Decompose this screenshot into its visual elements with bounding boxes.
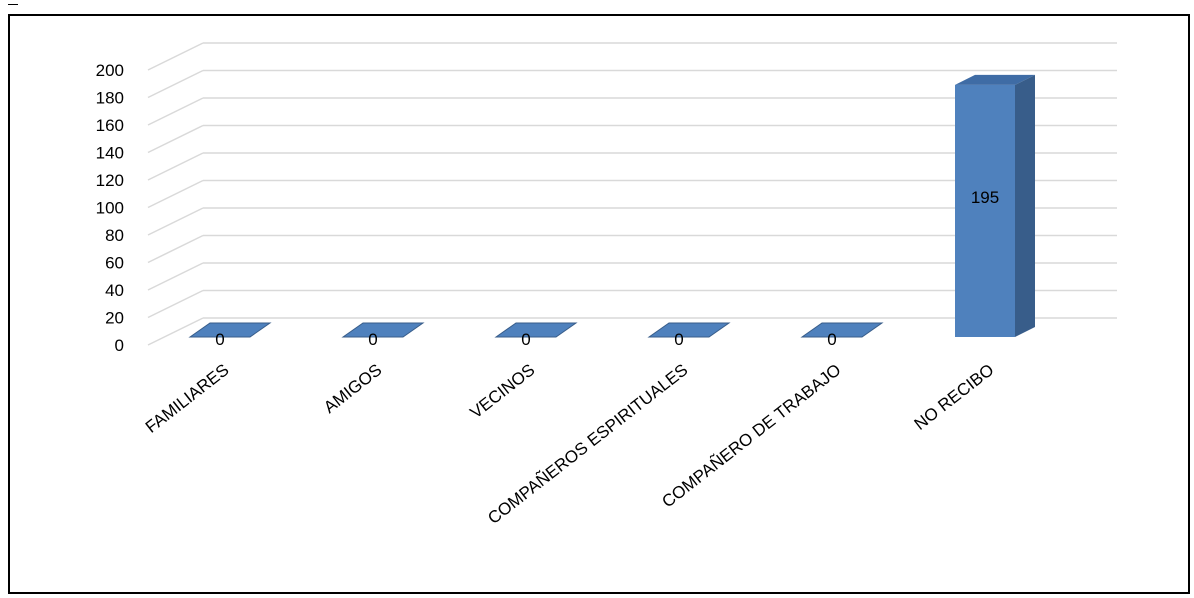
data-label: 195 <box>971 188 999 207</box>
x-category-label: VECINOS <box>466 360 538 422</box>
bar <box>341 322 425 338</box>
y-tick-label: 120 <box>96 171 124 190</box>
bar <box>494 322 578 338</box>
gridline-diagonal <box>147 207 204 236</box>
y-tick-label: 40 <box>105 281 124 300</box>
y-tick-label: 0 <box>115 336 124 355</box>
gridline-diagonal <box>147 97 204 126</box>
gridline-diagonal <box>147 42 204 71</box>
bar-top-face <box>800 322 884 338</box>
bar-side-face <box>1015 74 1035 337</box>
gridline-diagonal <box>147 262 204 291</box>
data-label: 0 <box>674 330 683 349</box>
gridline-diagonal <box>147 289 204 319</box>
data-label: 0 <box>521 330 530 349</box>
data-labels: 0 0 0 0 0 195 <box>215 188 999 349</box>
bar-top-face <box>494 322 578 338</box>
x-category-label: COMPAÑERO DE TRABAJO <box>658 360 844 511</box>
bar <box>188 322 272 338</box>
gridline-diagonal <box>147 69 204 99</box>
gridline-diagonal <box>147 179 204 209</box>
bar-top-face <box>188 322 272 338</box>
y-tick-label: 200 <box>96 61 124 80</box>
y-tick-label: 140 <box>96 144 124 163</box>
bar <box>800 322 884 338</box>
gridline-diagonal <box>147 152 204 181</box>
bar-front-face <box>955 84 1015 337</box>
y-tick-label: 180 <box>96 89 124 108</box>
bar-top-face <box>647 322 731 338</box>
x-category-label: AMIGOS <box>320 360 385 417</box>
y-tick-label: 100 <box>96 199 124 218</box>
x-category-label: FAMILIARES <box>142 360 233 437</box>
bar <box>955 74 1035 337</box>
gridline-diagonal <box>147 124 204 154</box>
y-tick-label: 80 <box>105 226 124 245</box>
y-tick-label: 160 <box>96 116 124 135</box>
data-label: 0 <box>827 330 836 349</box>
top-rule <box>8 4 18 5</box>
bars <box>188 74 1035 338</box>
gridline-diagonal <box>147 234 204 264</box>
y-axis-tick-labels: 0 20 40 60 80 100 120 140 160 180 200 <box>96 61 124 355</box>
bar <box>647 322 731 338</box>
bar-top-face <box>341 322 425 338</box>
bar-top-face <box>955 74 1035 85</box>
data-label: 0 <box>215 330 224 349</box>
x-category-label: NO RECIBO <box>911 360 998 434</box>
y-tick-label: 20 <box>105 309 124 328</box>
y-tick-label: 60 <box>105 254 124 273</box>
gridline-diagonal <box>147 317 204 346</box>
data-label: 0 <box>368 330 377 349</box>
